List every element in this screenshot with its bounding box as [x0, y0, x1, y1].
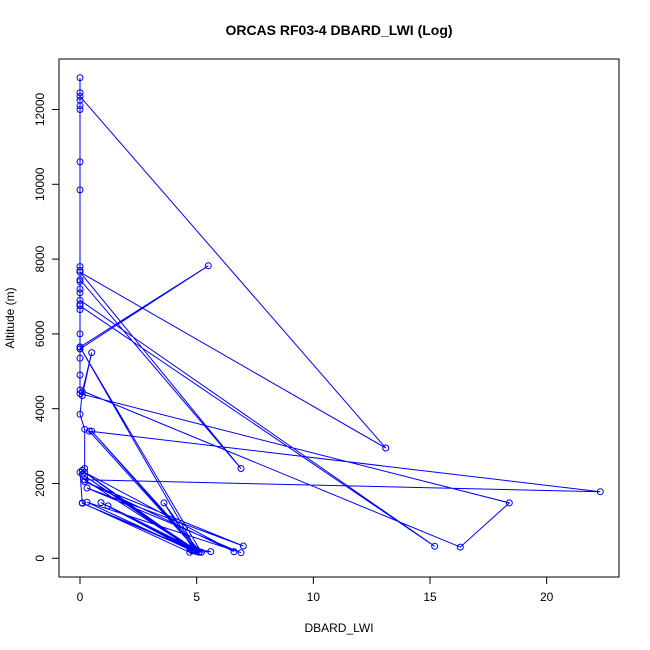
data-point	[431, 542, 439, 550]
data-point	[104, 502, 112, 510]
data-point	[239, 542, 247, 550]
data-point	[76, 186, 84, 194]
data-point	[76, 106, 84, 113]
data-point	[76, 74, 84, 82]
x-tick-label: 0	[77, 590, 84, 604]
data-point	[81, 472, 89, 480]
data-point	[76, 345, 84, 353]
data-point	[88, 349, 96, 357]
data-point	[237, 549, 245, 557]
x-tick-label: 20	[540, 590, 554, 604]
data-point	[204, 262, 212, 270]
data-point	[76, 306, 84, 314]
data-point	[197, 548, 205, 556]
y-tick-label: 12000	[33, 92, 47, 126]
data-point	[76, 285, 84, 293]
data-point	[76, 371, 84, 379]
data-point	[88, 427, 96, 435]
y-tick-label: 0	[33, 555, 47, 562]
data-point	[505, 499, 513, 507]
data-point	[76, 468, 84, 476]
x-tick-label: 10	[307, 590, 321, 604]
data-point	[85, 427, 93, 435]
data-point	[596, 488, 604, 496]
data-point	[78, 392, 86, 400]
data-point	[160, 499, 168, 507]
data-point	[456, 543, 464, 551]
x-axis: 0 5 10 15 20	[77, 576, 554, 604]
plot-frame	[58, 58, 620, 578]
data-point	[83, 498, 91, 506]
y-tick-label: 2000	[33, 470, 47, 497]
y-tick-label: 8000	[33, 245, 47, 272]
data-point	[207, 548, 215, 556]
data-point	[76, 330, 84, 338]
data-point	[76, 276, 84, 284]
data-point	[188, 547, 196, 555]
y-axis: 0 2000 4000 6000 8000 10000 12000	[33, 92, 60, 562]
y-tick-label: 10000	[33, 167, 47, 201]
data-point	[237, 465, 245, 472]
series-line	[79, 77, 601, 554]
series-layer	[76, 74, 604, 557]
data-point	[76, 268, 84, 276]
data-point	[76, 102, 84, 110]
data-point	[76, 296, 84, 304]
data-point	[97, 499, 105, 507]
x-tick-label: 15	[423, 590, 437, 604]
data-point	[76, 410, 84, 418]
data-point	[78, 388, 86, 396]
data-point	[76, 289, 84, 297]
chart-title: ORCAS RF03-4 DBARD_LWI (Log)	[225, 22, 452, 38]
data-point	[76, 89, 84, 97]
data-point	[78, 466, 86, 474]
x-tick-label: 5	[193, 590, 200, 604]
y-tick-label: 6000	[33, 320, 47, 347]
data-point	[81, 476, 89, 484]
data-point	[76, 354, 84, 362]
data-point	[81, 425, 89, 433]
data-point	[230, 548, 238, 556]
y-tick-label: 4000	[33, 395, 47, 422]
data-point	[76, 390, 84, 398]
data-point	[382, 444, 390, 452]
data-point	[76, 158, 84, 166]
data-point	[78, 499, 86, 507]
y-axis-label: Altitude (m)	[3, 287, 17, 348]
data-point	[76, 92, 84, 100]
x-axis-label: DBARD_LWI	[304, 621, 373, 635]
data-point	[76, 266, 84, 274]
data-point	[83, 484, 91, 492]
data-point	[76, 343, 84, 351]
